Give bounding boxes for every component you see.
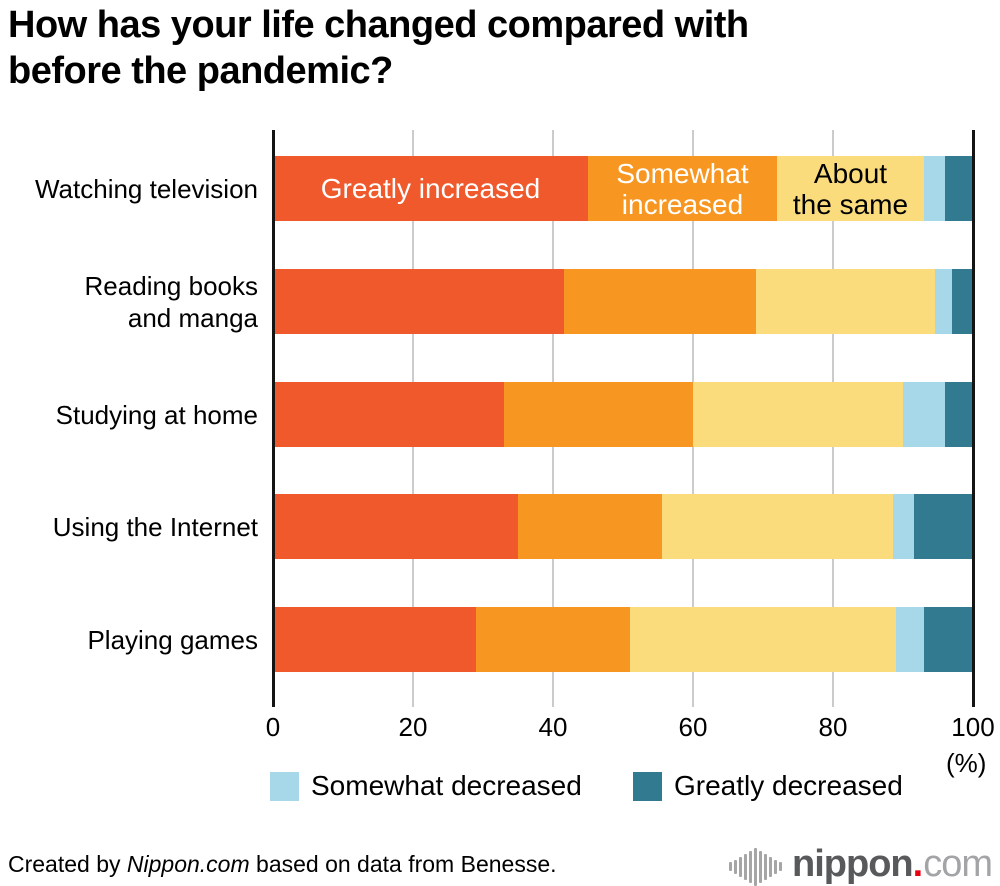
bar-segment: Greatly increased — [273, 156, 588, 221]
bar-segment — [661, 494, 893, 559]
soundwave-bar — [744, 853, 748, 880]
bar-segment — [273, 269, 564, 334]
bar-segment — [952, 269, 973, 334]
bar-segment — [924, 607, 973, 672]
legend-swatch — [633, 771, 662, 801]
nippon-logo: nippon. com — [729, 843, 993, 886]
bar-segment — [563, 269, 756, 334]
soundwave-bar — [779, 862, 783, 871]
bar-segment: About the same — [777, 156, 924, 221]
category-label: Studying at home — [55, 399, 258, 430]
x-tick-label: 40 — [538, 712, 568, 742]
bar-row-3 — [273, 382, 973, 447]
bar-segment — [630, 607, 896, 672]
bar-row-1: Greatly increased Somewhat increased About… — [273, 156, 973, 221]
logo-dot: . — [912, 843, 924, 885]
bar-segment — [903, 382, 945, 447]
legend-label: Greatly decreased — [674, 770, 903, 801]
chart-title: How has your life changed compared with … — [8, 4, 749, 92]
bar-row-4 — [273, 494, 973, 559]
soundwave-bar — [769, 856, 773, 877]
soundwave-bar — [759, 850, 763, 883]
category-label: Watching television — [34, 173, 258, 204]
plot-area: Greatly increased Somewhat increased About… — [271, 130, 975, 707]
bar-segment — [913, 494, 973, 559]
category-label: Using the Internet — [52, 511, 258, 542]
soundwave-bar — [774, 859, 778, 874]
bar-segment — [273, 494, 518, 559]
x-tick-label: 0 — [265, 712, 281, 742]
bar-segment — [693, 382, 903, 447]
axis-line — [271, 130, 275, 707]
axis-line — [971, 130, 975, 707]
bar-segment — [504, 382, 693, 447]
bar-segment — [273, 382, 504, 447]
bar-segment — [518, 494, 662, 559]
legend-item: Somewhat decreased — [270, 770, 582, 802]
x-tick-label: 20 — [398, 712, 428, 742]
bar-segment — [273, 607, 476, 672]
percent-unit-label: (%) — [946, 748, 987, 778]
bar-segment — [756, 269, 935, 334]
attribution-text: Created by Nippon.com based on data from… — [8, 851, 557, 878]
soundwave-bar — [754, 847, 758, 886]
attribution-suffix: based on data from Benesse. — [249, 851, 557, 877]
soundwave-bar — [764, 853, 768, 880]
soundwave-icon — [729, 847, 783, 886]
bar-segment — [924, 156, 945, 221]
bar-row-5 — [273, 607, 973, 672]
legend-swatch — [270, 771, 299, 801]
bar-segment: Somewhat increased — [588, 156, 777, 221]
bar-segment — [476, 607, 630, 672]
x-tick-label: 100 — [951, 712, 995, 742]
soundwave-bar — [734, 859, 738, 874]
logo-text-nippon: nippon — [792, 843, 914, 885]
attribution-brand: Nippon.com — [126, 851, 250, 877]
x-tick-label: 80 — [818, 712, 848, 742]
bar-segment — [896, 607, 924, 672]
x-tick-label: 60 — [678, 712, 708, 742]
bar-segment — [892, 494, 914, 559]
legend-label: Somewhat decreased — [311, 770, 582, 801]
legend-item: Greatly decreased — [633, 770, 903, 802]
category-label: Reading books and manga — [84, 270, 258, 333]
logo-text-com: com — [923, 843, 993, 885]
bar-segment — [934, 269, 952, 334]
bar-segment — [945, 156, 973, 221]
category-label: Playing games — [87, 624, 258, 655]
soundwave-bar — [749, 850, 753, 883]
bar-row-2 — [273, 269, 973, 334]
bar-segment — [945, 382, 973, 447]
soundwave-bar — [739, 856, 743, 877]
attribution-prefix: Created by — [8, 851, 127, 877]
soundwave-bar — [729, 862, 733, 871]
